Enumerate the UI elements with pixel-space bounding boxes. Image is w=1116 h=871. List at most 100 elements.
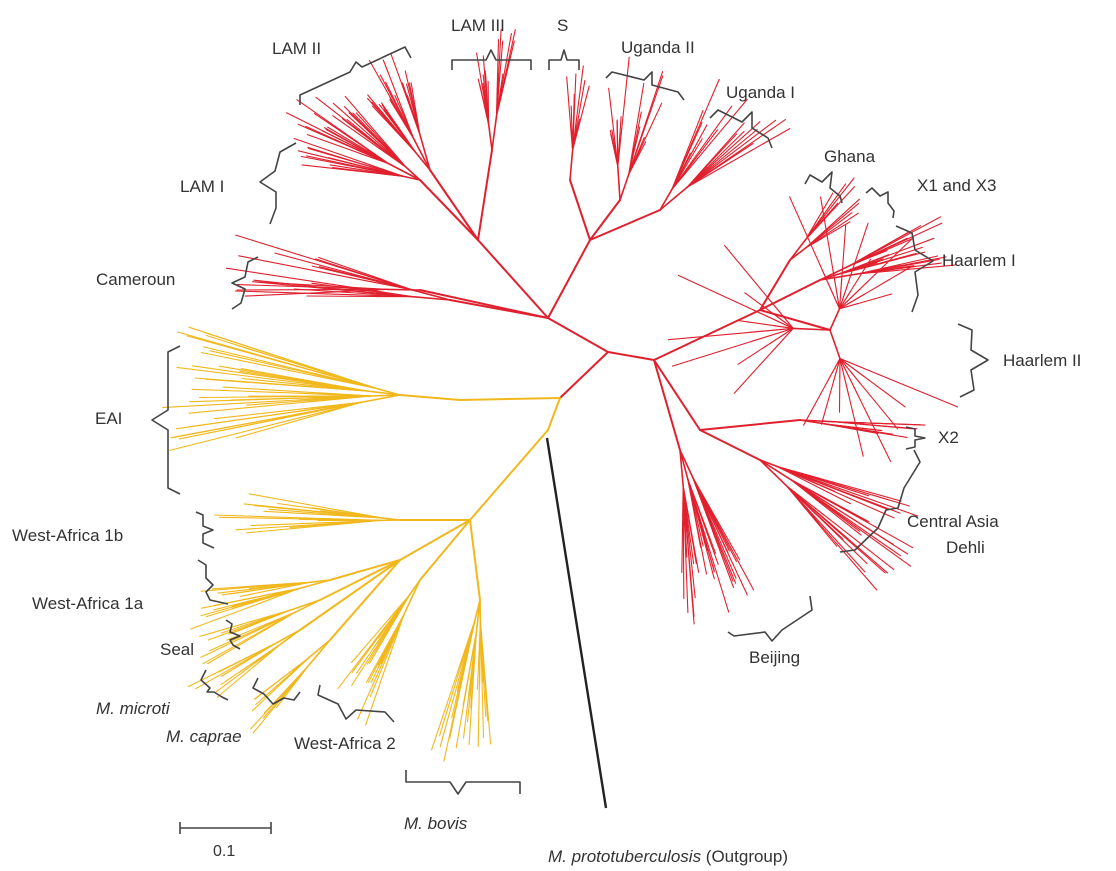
x2-leaf [853,428,908,438]
label-central-asia: Central Asia [907,512,999,531]
eai-branch [295,401,362,413]
ghana-leaf [823,203,860,233]
lam3-leaf [498,40,504,90]
m-bovis-leaf [476,644,480,690]
haarlem2-leaf [864,236,914,285]
m-microti-leaf [220,657,261,686]
uganda1-leaf [697,98,748,159]
haarlem2-branch [768,298,794,329]
eai-node [373,387,401,396]
lam1-leaf [327,157,378,171]
m-caprae-branch [289,657,310,673]
m-microti-leaf [220,654,258,677]
beijing-leaf [706,515,735,589]
haarlem2-branch [826,358,841,383]
haarlem2-node [829,307,841,331]
west-africa-1a-leaf [231,594,277,609]
haarlem2-branch [839,358,861,384]
west-africa-1a-leaf [200,597,266,617]
haarlem2-leaf [667,331,751,341]
uganda2-leaf [618,116,622,150]
bracket-haarlem1 [895,225,934,313]
uganda2-leaf [609,129,616,155]
s-branch [571,127,580,151]
m-bovis-leaf [462,669,473,739]
m-bovis-leaf [482,655,489,722]
m-caprae-leaf [275,680,298,709]
eai-leaf [221,411,313,432]
central-asia-leaf [814,480,888,510]
m-bovis-leaf [439,663,464,748]
lam1-leaf [300,155,368,170]
uganda1-leaf [721,119,786,165]
yellow-root-branch [547,397,561,431]
west-africa-1a-leaf [221,586,280,596]
m-bovis-branch [479,620,481,666]
haarlem2-leaf [744,292,777,317]
cameroun-leaf [238,255,352,279]
outgroup-species: M. prototuberculosis [548,847,702,866]
eai-leaf [199,395,312,399]
eai-leaf [188,326,311,368]
west-africa-2-leaf [366,618,396,665]
beijing-leaf [707,512,737,579]
haarlem1-leaf [866,246,923,266]
lam1-leaf [346,118,386,151]
eai-link-leaf [236,284,336,289]
uganda2-leaf [611,129,617,154]
m-bovis-branch [468,632,477,674]
uganda2-node [616,165,621,201]
haarlem1-branch [857,270,893,275]
haarlem2-leaf [848,222,869,280]
clade-brackets [151,46,989,795]
bracket-lam3 [451,49,532,70]
central-asia-branch [790,479,817,500]
eai-leaf [176,366,301,384]
label-s: S [557,16,568,35]
lam1-branch [363,162,403,177]
bracket-cameroun [231,256,259,310]
central-asia-leaf [822,479,910,507]
haarlem2-branch [773,327,794,342]
beijing-leaf [684,529,689,614]
lam2-leaf [371,105,401,137]
haarlem2-branch [752,309,794,329]
bracket-m-microti [200,669,229,701]
lam2-leaf [368,59,399,112]
lam1-leaf [313,113,364,147]
ghana-leaf [823,212,859,237]
eai-leaf [169,418,295,451]
label-dehli: Dehli [946,538,985,557]
lam2-leaf [394,94,408,125]
label-x2: X2 [938,428,959,447]
eai-node [365,390,401,396]
red-backbone [607,351,655,361]
uganda2-leaf [632,111,642,153]
seal-leaf [199,619,259,637]
label-m-caprae: M. caprae [166,727,242,746]
uganda1-leaf [709,142,754,173]
x2-branch [825,423,845,428]
red-backbone [547,239,591,319]
beijing-leaf [686,512,695,565]
haarlem2-leaf [803,381,828,426]
label-west-africa-1a: West-Africa 1a [32,594,144,613]
west-africa-1b-leaf [277,502,346,514]
lam1-leaf [355,112,390,149]
ghana-leaf [824,198,860,232]
bracket-haarlem2 [957,323,989,398]
lam3-leaf [502,29,516,86]
beijing-leaf [704,503,729,554]
lam1-leaf [305,125,360,152]
x2-branch [834,421,863,425]
bracket-central-asia [839,449,921,553]
ghana-leaf [821,212,853,236]
eai-leaf [235,344,327,374]
label-m-microti: M. microti [96,699,171,718]
central-asia-leaf [817,521,878,591]
lam2-leaf [367,94,400,133]
m-caprae-leaf [251,675,290,712]
bracket-ghana [804,171,843,204]
label-uganda2: Uganda II [621,38,695,57]
lam1-leaf [329,164,378,173]
